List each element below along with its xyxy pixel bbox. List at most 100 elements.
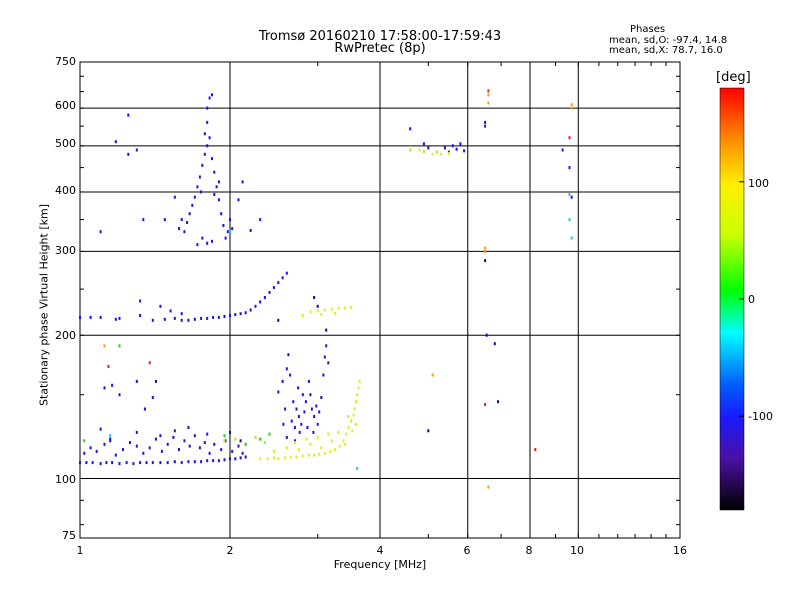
x-tick-label: 10 [570, 544, 584, 557]
data-point [484, 120, 487, 124]
data-point [325, 328, 328, 332]
data-point [254, 304, 257, 308]
data-point [297, 386, 300, 390]
data-point [237, 444, 240, 448]
data-point [163, 218, 166, 222]
data-point [292, 400, 295, 404]
data-point [118, 344, 121, 348]
data-point [183, 439, 186, 443]
data-point [203, 132, 206, 136]
data-point [295, 455, 298, 459]
data-point [293, 441, 296, 445]
colorbar-unit-label: [deg] [716, 70, 751, 85]
data-point [249, 308, 252, 312]
data-point [208, 451, 211, 455]
data-point [142, 451, 145, 455]
data-point [350, 305, 353, 309]
data-point [301, 454, 304, 458]
data-point [211, 157, 213, 161]
data-point [173, 460, 176, 464]
data-point [99, 462, 102, 466]
data-point [298, 430, 301, 434]
y-tick-label: 75 [62, 529, 76, 542]
data-point [320, 313, 323, 317]
data-point [206, 316, 209, 320]
data-point [217, 180, 220, 184]
data-point [114, 140, 117, 144]
data-point [127, 152, 130, 156]
data-point [484, 246, 487, 250]
data-point [91, 461, 94, 465]
data-point [223, 439, 226, 443]
data-point [159, 461, 162, 465]
data-point [151, 318, 154, 322]
data-point [244, 455, 247, 459]
data-point [357, 386, 360, 390]
data-point [318, 452, 321, 456]
data-point [187, 426, 190, 429]
data-point [89, 315, 92, 319]
data-point [570, 195, 573, 199]
data-point [301, 393, 304, 397]
data-point [125, 461, 128, 465]
data-point [330, 439, 333, 443]
data-point [289, 373, 292, 377]
y-tick-label: 500 [55, 137, 76, 150]
data-point [135, 379, 138, 383]
data-point [304, 400, 307, 404]
data-point [293, 426, 296, 429]
data-point [224, 236, 227, 240]
data-point [459, 142, 462, 146]
data-point [290, 419, 293, 423]
data-point [309, 310, 312, 314]
data-point [300, 422, 303, 426]
data-point [180, 312, 183, 316]
data-point [129, 441, 131, 445]
data-point [313, 453, 316, 457]
data-point [259, 300, 262, 304]
data-point [281, 276, 284, 280]
data-point [431, 152, 434, 156]
data-point [263, 441, 266, 445]
data-point [163, 317, 166, 321]
data-point [224, 439, 227, 443]
data-point [213, 170, 216, 174]
colorbar-tick-label: 0 [748, 293, 755, 306]
data-point [318, 410, 321, 414]
data-point [83, 451, 86, 455]
data-point [487, 101, 490, 105]
data-point [307, 453, 310, 457]
data-point [95, 449, 98, 453]
data-point [295, 407, 298, 411]
colorbar-tick-label: 100 [748, 177, 769, 190]
data-point [484, 259, 487, 263]
chart-subtitle: RwPretec (8p) [334, 41, 426, 56]
data-point [463, 149, 466, 153]
data-point [186, 221, 189, 224]
data-point [188, 212, 191, 216]
data-point [159, 304, 162, 308]
data-point [79, 461, 81, 465]
data-point [327, 361, 330, 365]
data-point [154, 379, 157, 383]
data-point [358, 379, 361, 383]
data-point [135, 148, 138, 152]
data-point [285, 271, 288, 275]
data-point [139, 299, 142, 303]
data-point [241, 180, 244, 184]
data-point [427, 146, 430, 150]
data-point [220, 448, 223, 452]
data-point [316, 309, 319, 313]
x-tick-label: 8 [525, 544, 533, 557]
data-point [568, 136, 571, 140]
data-point [148, 361, 151, 365]
data-point [109, 437, 112, 441]
data-point [355, 422, 357, 426]
data-point [343, 442, 346, 446]
data-point [303, 410, 306, 414]
data-point [105, 461, 108, 465]
chart-title: Tromsø 20160210 17:58:00-17:59:43 [258, 29, 502, 44]
data-point [272, 449, 275, 453]
data-point [201, 163, 204, 167]
